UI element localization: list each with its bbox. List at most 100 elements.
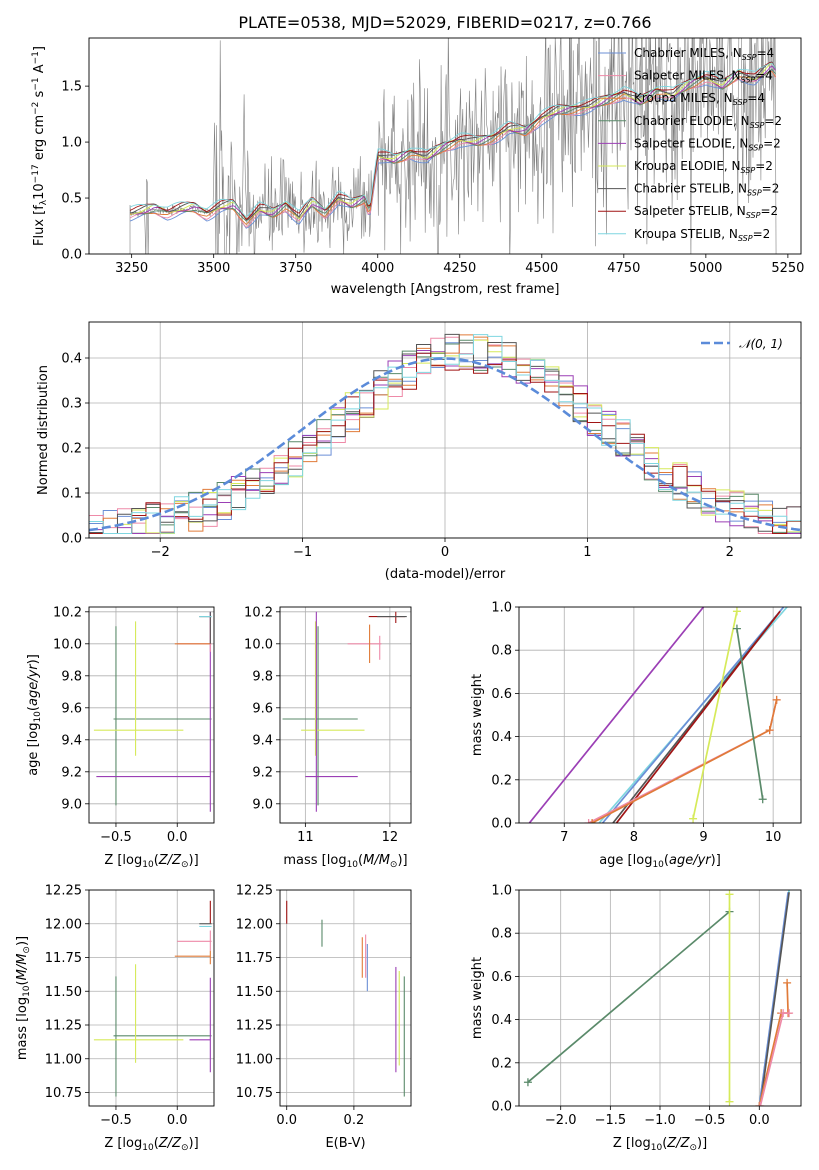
label-part: )] (711, 853, 721, 868)
weight-marker (772, 695, 781, 704)
legend-tail: =4 (747, 91, 765, 105)
label-part: Z/Z (666, 1136, 690, 1151)
axes-frame (279, 889, 412, 1107)
legend-text: Salpeter STELIB, N (634, 204, 746, 218)
x-tick-label: 0.0 (276, 1113, 297, 1128)
legend-text: Kroupa ELODIE, N (634, 159, 741, 173)
legend-tail: =2 (753, 227, 771, 241)
y-tick-label: 0.6 (491, 687, 512, 702)
normal-curve (89, 357, 801, 532)
figure-title: PLATE=0538, MJD=52029, FIBERID=0217, z=0… (238, 13, 651, 32)
x-tick-label: 4500 (525, 261, 558, 276)
weight-line (591, 699, 778, 823)
label-part: 10 (142, 1143, 154, 1153)
legend-entry: Salpeter MILES, NSSP=4 (634, 69, 773, 85)
weight-marker (785, 1009, 794, 1018)
panel-residuals: −2 −1 0 1 2 0.0 0.1 0.2 0.3 0.4 𝒩(0, 1) (data-model… (36, 321, 802, 582)
x-tick-label: −2 (151, 545, 170, 560)
label-part: mass [log (283, 853, 346, 868)
label-part: mass [log (15, 997, 30, 1060)
label-part: )] (26, 654, 41, 664)
y-tick-label: 9.2 (252, 765, 273, 780)
label-part: 10 (347, 860, 359, 870)
x-tick-label: 0.0 (167, 1113, 188, 1128)
y-tick-label: 9.4 (252, 733, 273, 748)
x-tick-label: 11 (297, 830, 314, 845)
legend-entry: Salpeter ELODIE, NSSP=2 (634, 136, 781, 152)
histogram-step (89, 334, 801, 538)
y-tick-label: 0.0 (61, 532, 82, 547)
y-tick-label: 0.4 (491, 730, 512, 745)
label-part: age/yr (26, 663, 41, 706)
weight-marker (758, 795, 767, 804)
label-part: ( (358, 853, 363, 868)
y-tick-label: 9.0 (61, 797, 82, 812)
legend-tail: =4 (755, 69, 773, 83)
weight-line (588, 699, 778, 823)
panel-age-vs-mass: 11 12 9.0 9.2 9.4 9.6 9.8 10.0 10.2 mass [log10(M… (244, 605, 412, 870)
legend-tail: =2 (764, 114, 782, 128)
label-part: A (32, 64, 47, 77)
x-tick-label: 10 (765, 830, 782, 845)
x-tick-label: −0.5 (100, 1113, 132, 1128)
legend-entry: Chabrier STELIB, NSSP=2 (634, 182, 779, 198)
legend-sub: SSP (742, 53, 757, 62)
weight-line (759, 1012, 790, 1106)
y-tick-label: 0.0 (491, 1100, 512, 1115)
weight-marker (756, 1102, 765, 1106)
weight-marker (765, 726, 774, 735)
label-part: 10 (651, 1143, 663, 1153)
y-axis-label: mass [log10(M/M⊙)] (15, 936, 32, 1060)
weight-line (615, 610, 781, 823)
legend-entry: Salpeter STELIB, NSSP=2 (634, 204, 778, 220)
x-tick-label: −0.5 (694, 1113, 726, 1128)
legend-text: Chabrier STELIB, N (634, 182, 747, 196)
weight-line (692, 611, 738, 819)
x-tick-label: 3250 (115, 261, 148, 276)
y-tick-label: 1.5 (61, 80, 82, 95)
weight-line (601, 607, 785, 823)
label-part: )] (189, 1136, 199, 1151)
label-part: ⊙ (181, 860, 189, 870)
y-tick-label: 10.75 (236, 1086, 273, 1101)
y-tick-label: 0.2 (491, 773, 512, 788)
x-tick-label: 0.2 (344, 1113, 365, 1128)
y-tick-label: 0.5 (61, 192, 82, 207)
label-part: ( (15, 980, 30, 985)
x-axis-label: Z [log10(Z/Z⊙)] (613, 1136, 707, 1153)
weight-marker (523, 1078, 532, 1087)
legend-entry: Chabrier MILES, NSSP=4 (634, 46, 774, 62)
weight-line (527, 910, 731, 1083)
label-part: Z [log (104, 1136, 142, 1151)
y-tick-label: 11.50 (236, 985, 273, 1000)
label-part: λ (39, 199, 49, 205)
plot-area (519, 607, 801, 823)
legend-text: Salpeter MILES, N (634, 69, 741, 83)
label-part: ⊙ (22, 946, 32, 954)
y-tick-label: 11.25 (236, 1019, 273, 1034)
x-axis-label: E(B-V) (325, 1136, 365, 1151)
weight-marker (732, 607, 741, 616)
panel-mass-vs-Z: −0.5 0.0 10.75 11.00 11.25 11.50 11.75 12.00 12.… (15, 884, 215, 1153)
y-tick-label: 12.25 (236, 884, 273, 899)
label-part: ( (154, 1136, 159, 1151)
weight-marker (725, 890, 734, 899)
label-part: 10 (142, 860, 154, 870)
label-part: −1 (31, 77, 41, 90)
y-axis-label: mass weight (470, 674, 485, 756)
label-part: age [log (26, 723, 41, 776)
y-tick-label: 9.0 (252, 797, 273, 812)
x-tick-label: 0 (441, 545, 449, 560)
legend-sub: SSP (741, 166, 756, 175)
weight-line (759, 892, 790, 1106)
label-part: ⊙ (689, 1143, 697, 1153)
y-axis-label: Flux [fλ10−17 erg cm−2 s−1 A−1] (31, 46, 49, 246)
label-part: ( (662, 1136, 667, 1151)
y-axis-label: mass weight (470, 957, 485, 1039)
x-tick-label: −0.5 (100, 830, 132, 845)
x-axis-label: age [log10(age/yr)] (599, 853, 721, 870)
x-axis-label: (data-model)/error (385, 567, 506, 582)
y-tick-label: 0.1 (61, 487, 82, 502)
